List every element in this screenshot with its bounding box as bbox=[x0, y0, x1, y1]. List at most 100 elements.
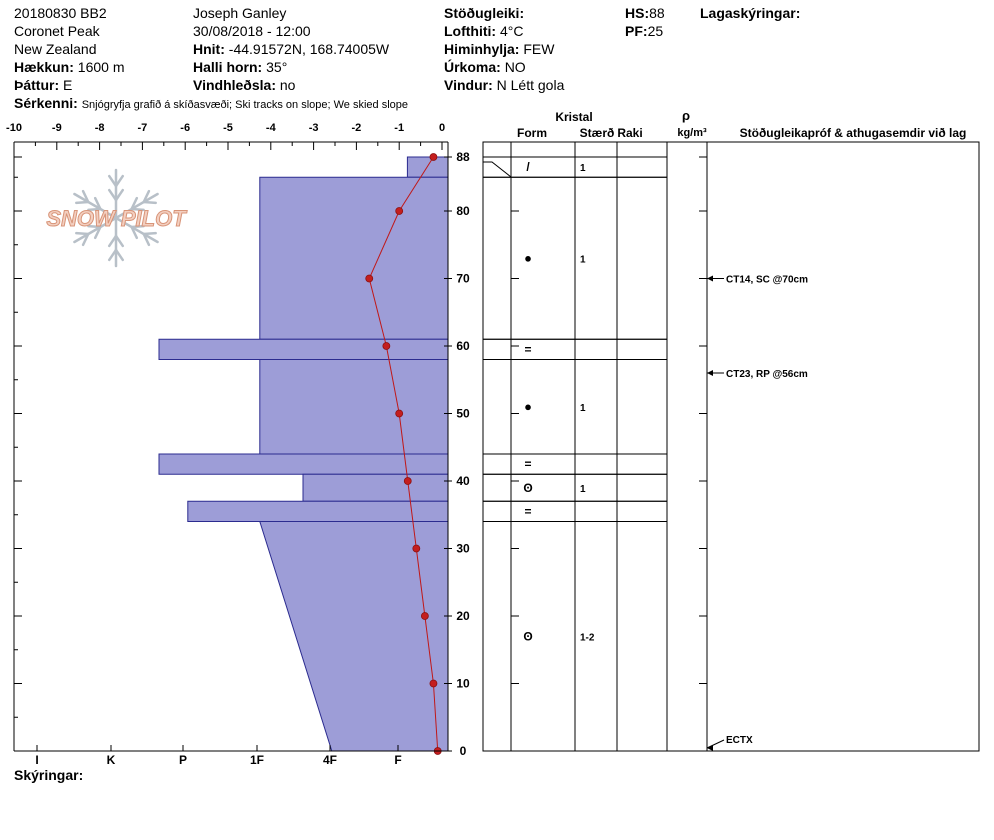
temperature-point bbox=[412, 544, 421, 553]
sky-label: Himinhylja: bbox=[444, 41, 520, 57]
depth-tick-label: 80 bbox=[456, 204, 470, 218]
hardness-tick-label: I bbox=[35, 753, 38, 767]
foot-penetration: PF:25 bbox=[625, 22, 663, 40]
logo-text: SNOW PILOT bbox=[46, 206, 187, 231]
coords-value: -44.91572N, 168.74005W bbox=[228, 41, 390, 57]
hardness-tick-label: K bbox=[107, 753, 116, 767]
depth-tick-label: 70 bbox=[456, 272, 470, 286]
layer-grain-size: 1 bbox=[580, 163, 586, 174]
snow-height: HS:88 bbox=[625, 4, 665, 22]
layer-grain-size: 1-2 bbox=[580, 632, 595, 643]
observer: Joseph Ganley bbox=[193, 5, 287, 21]
air-temp-value: 4°C bbox=[499, 23, 524, 39]
wind: Vindur: N Létt gola bbox=[444, 76, 564, 94]
flake-branch bbox=[130, 225, 139, 240]
hardness-bar bbox=[302, 473, 449, 502]
test-annotation: CT23, RP @56cm bbox=[726, 369, 808, 380]
depth-tick-label: 30 bbox=[456, 542, 470, 556]
profile-id: 20180830 BB2 bbox=[14, 5, 107, 21]
flake-branch bbox=[114, 188, 125, 202]
temperature-point bbox=[420, 612, 429, 620]
wind-loading-label: Vindhleðsla: bbox=[193, 77, 276, 93]
wind-loading-value: no bbox=[279, 77, 296, 93]
coords-label: Hnit: bbox=[193, 41, 225, 57]
temp-tick-label: -7 bbox=[138, 122, 148, 134]
datetime: 30/08/2018 - 12:00 bbox=[193, 23, 311, 39]
temp-tick-label: -10 bbox=[6, 122, 22, 134]
features-label: Sérkenni: bbox=[14, 95, 78, 111]
layer-grain-form: ● bbox=[524, 250, 532, 265]
temp-tick-label: -1 bbox=[394, 122, 404, 134]
flake-branch bbox=[114, 234, 125, 248]
stability-label: Stöðugleiki: bbox=[444, 5, 525, 21]
col-tests: Stöðugleikapróf & athugasemdir við lag bbox=[740, 126, 967, 140]
temp-tick-label: 0 bbox=[439, 122, 445, 134]
flake-branch bbox=[75, 200, 90, 205]
layer-grain-form: ʘ bbox=[523, 629, 532, 643]
hardness-tick-label: 1F bbox=[250, 753, 264, 767]
depth-tick-label: 40 bbox=[456, 474, 470, 488]
temperature-point bbox=[395, 207, 404, 215]
flake-arm bbox=[114, 192, 159, 220]
slope-label: Halli horn: bbox=[193, 59, 263, 75]
test-annotation: CT14, SC @70cm bbox=[726, 275, 808, 286]
layer-grain-form: / bbox=[526, 160, 530, 174]
test-arrowhead bbox=[707, 370, 713, 376]
hardness-bar bbox=[259, 359, 449, 455]
temperature-point bbox=[429, 679, 438, 688]
sky-cover: Himinhylja: FEW bbox=[444, 40, 554, 58]
temp-tick-label: -2 bbox=[352, 122, 362, 134]
temperature-line bbox=[368, 156, 439, 752]
flake-branch bbox=[93, 196, 102, 211]
layer-grain-form: = bbox=[524, 457, 531, 471]
layer-grain-form: = bbox=[524, 342, 531, 356]
temp-tick-label: -6 bbox=[180, 122, 190, 134]
depth-tick-label: 0 bbox=[460, 744, 467, 758]
temperature-point bbox=[395, 409, 404, 418]
flake-branch bbox=[81, 189, 90, 204]
depth-tick-label: 10 bbox=[456, 677, 470, 691]
features: Sérkenni: Snjógryfja grafið á skíðasvæði… bbox=[14, 94, 408, 114]
col-density-unit: kg/m³ bbox=[677, 127, 707, 139]
hardness-bar bbox=[158, 338, 449, 360]
depth-tick-label: 20 bbox=[456, 609, 470, 623]
layer-grain-form: ● bbox=[524, 399, 532, 414]
temperature-point bbox=[382, 342, 391, 350]
temperature-point bbox=[365, 274, 374, 283]
flake-branch bbox=[107, 234, 118, 248]
wind-value: N Létt gola bbox=[496, 77, 565, 93]
flake-branch bbox=[107, 248, 118, 262]
flake-branch bbox=[114, 248, 125, 262]
slope-value: 35° bbox=[266, 59, 288, 75]
hardness-bar bbox=[259, 176, 449, 340]
flake-branch bbox=[87, 224, 102, 229]
legend-heading: Skýringar: bbox=[14, 766, 83, 784]
hardness-tick-label: 4F bbox=[323, 753, 337, 767]
pf-value: 25 bbox=[647, 23, 664, 39]
pf-label: PF: bbox=[625, 23, 648, 39]
flake-arm bbox=[114, 216, 159, 244]
air-temp-label: Lofthiti: bbox=[444, 23, 497, 39]
flake-branch bbox=[130, 207, 145, 212]
test-arrowhead bbox=[707, 275, 713, 282]
flake-branch bbox=[130, 224, 145, 229]
flake-branch bbox=[75, 231, 90, 236]
flake-branch bbox=[81, 232, 90, 247]
flake-branch bbox=[87, 207, 102, 212]
temperature-point bbox=[429, 153, 438, 161]
hardness-bar bbox=[187, 500, 449, 522]
temp-tick-label: -5 bbox=[223, 122, 233, 134]
flake-branch bbox=[142, 232, 151, 247]
elevation-label: Hækkun: bbox=[14, 59, 74, 75]
wind-label: Vindur: bbox=[444, 77, 493, 93]
col-size: Stærð bbox=[580, 126, 615, 140]
flake-branch bbox=[130, 196, 139, 211]
flake-branch bbox=[142, 200, 157, 205]
air-temperature: Lofthiti: 4°C bbox=[444, 22, 523, 40]
legend-label: Skýringar: bbox=[14, 767, 84, 783]
depth-tick-label: 50 bbox=[456, 407, 470, 421]
elevation-value: 1600 m bbox=[77, 59, 125, 75]
precip-label: Úrkoma: bbox=[444, 59, 501, 75]
precip-value: NO bbox=[504, 59, 526, 75]
